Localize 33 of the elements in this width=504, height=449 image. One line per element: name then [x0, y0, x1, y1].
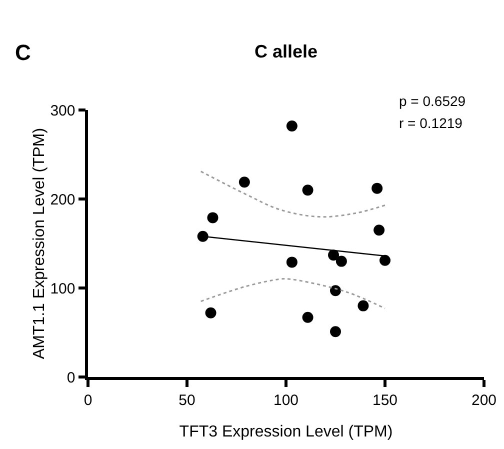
point [302, 312, 314, 323]
point [372, 182, 383, 194]
y-axis-title: AMT1.1 Expression Level (TPM) [31, 128, 48, 360]
point [358, 300, 369, 312]
point [336, 256, 347, 267]
point [328, 250, 340, 261]
y-tick-label: 100 [50, 280, 76, 298]
chart-title: C allele [254, 42, 318, 62]
y-tick-label: 300 [50, 102, 76, 120]
point [207, 212, 218, 224]
x-tick-label: 150 [372, 392, 398, 409]
point [380, 254, 390, 266]
annotation: r = 0.1219 [399, 115, 463, 131]
text: p = 0.6529 [399, 93, 466, 109]
line-series [200, 278, 386, 310]
x-tick-label: 50 [178, 392, 196, 409]
point [286, 256, 298, 268]
point [330, 285, 341, 296]
point [286, 120, 298, 132]
x-tick-label: 200 [471, 392, 497, 409]
text: C [15, 40, 31, 65]
point [197, 230, 208, 242]
y-tick-label: 0 [66, 369, 76, 386]
x-tick-label: 100 [273, 392, 299, 409]
y-tick-label: 200 [50, 191, 76, 208]
line-series [200, 170, 386, 218]
point [374, 224, 385, 236]
x-axis-title: TFT3 Expression Level (TPM) [179, 424, 393, 440]
point [330, 326, 341, 338]
point [205, 307, 216, 318]
x-tick-label: 0 [84, 392, 92, 409]
point [238, 176, 250, 188]
point [302, 184, 314, 196]
